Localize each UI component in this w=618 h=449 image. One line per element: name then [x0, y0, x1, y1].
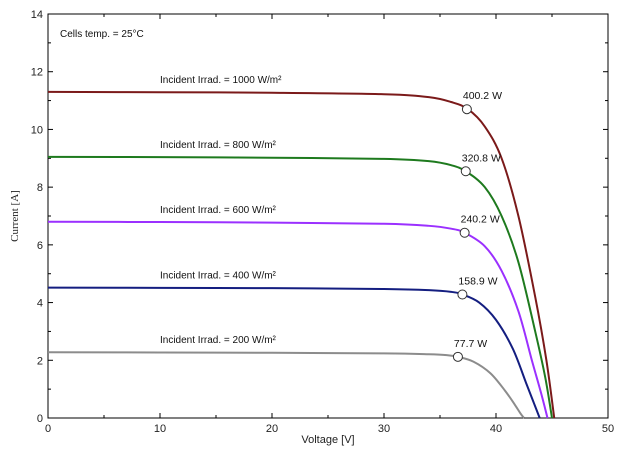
- mpp-power-label: 240.2 W: [461, 214, 500, 226]
- series-name-label: Incident Irrad. = 400 W/m²: [160, 271, 277, 282]
- mpp-marker: [452, 351, 463, 362]
- y-tick-label: 14: [31, 9, 43, 21]
- mpp-marker: [459, 227, 470, 238]
- y-tick-label: 6: [37, 240, 43, 252]
- x-axis-label: Voltage [V]: [301, 434, 354, 446]
- y-tick-label: 8: [37, 182, 43, 194]
- series-name-label: Incident Irrad. = 600 W/m²: [160, 205, 277, 216]
- series-name-label: Incident Irrad. = 800 W/m²: [160, 140, 277, 151]
- x-tick-label: 40: [490, 423, 502, 435]
- y-tick-label: 12: [31, 67, 43, 79]
- series-line: [47, 155, 553, 419]
- x-tick-label: 50: [602, 423, 614, 435]
- mpp-power-label: 320.8 W: [462, 152, 501, 164]
- y-tick-label: 4: [37, 298, 43, 310]
- x-tick-label: 20: [266, 423, 278, 435]
- mpp-power-label: 400.2 W: [463, 90, 502, 102]
- plot-area: [47, 13, 609, 419]
- mpp-power-label: 77.7 W: [454, 338, 487, 350]
- y-tick-label: 2: [37, 355, 43, 367]
- x-tick-label: 0: [45, 423, 51, 435]
- series-name-label: Incident Irrad. = 1000 W/m²: [160, 75, 282, 86]
- mpp-power-label: 158.9 W: [458, 275, 497, 287]
- series-labels: Incident Irrad. = 1000 W/m² 400.2 W Incide…: [160, 75, 502, 362]
- y-axis-label: Current [A]: [9, 190, 21, 242]
- mpp-marker: [460, 166, 471, 177]
- x-tick-label: 10: [154, 423, 166, 435]
- series-line: [47, 220, 549, 419]
- annotation: Cells temp. = 25°C: [60, 29, 144, 40]
- series-lines: [47, 90, 556, 419]
- mpp-marker: [461, 104, 472, 115]
- x-tick-label: 30: [378, 423, 390, 435]
- mpp-marker: [457, 289, 468, 300]
- y-tick-label: 0: [37, 413, 43, 425]
- y-tick-label: 10: [31, 124, 43, 136]
- axis-ticks: 0 10 20 30 40 50 0 2 4 6 8 10 12 14: [31, 9, 614, 435]
- series-name-label: Incident Irrad. = 200 W/m²: [160, 335, 277, 346]
